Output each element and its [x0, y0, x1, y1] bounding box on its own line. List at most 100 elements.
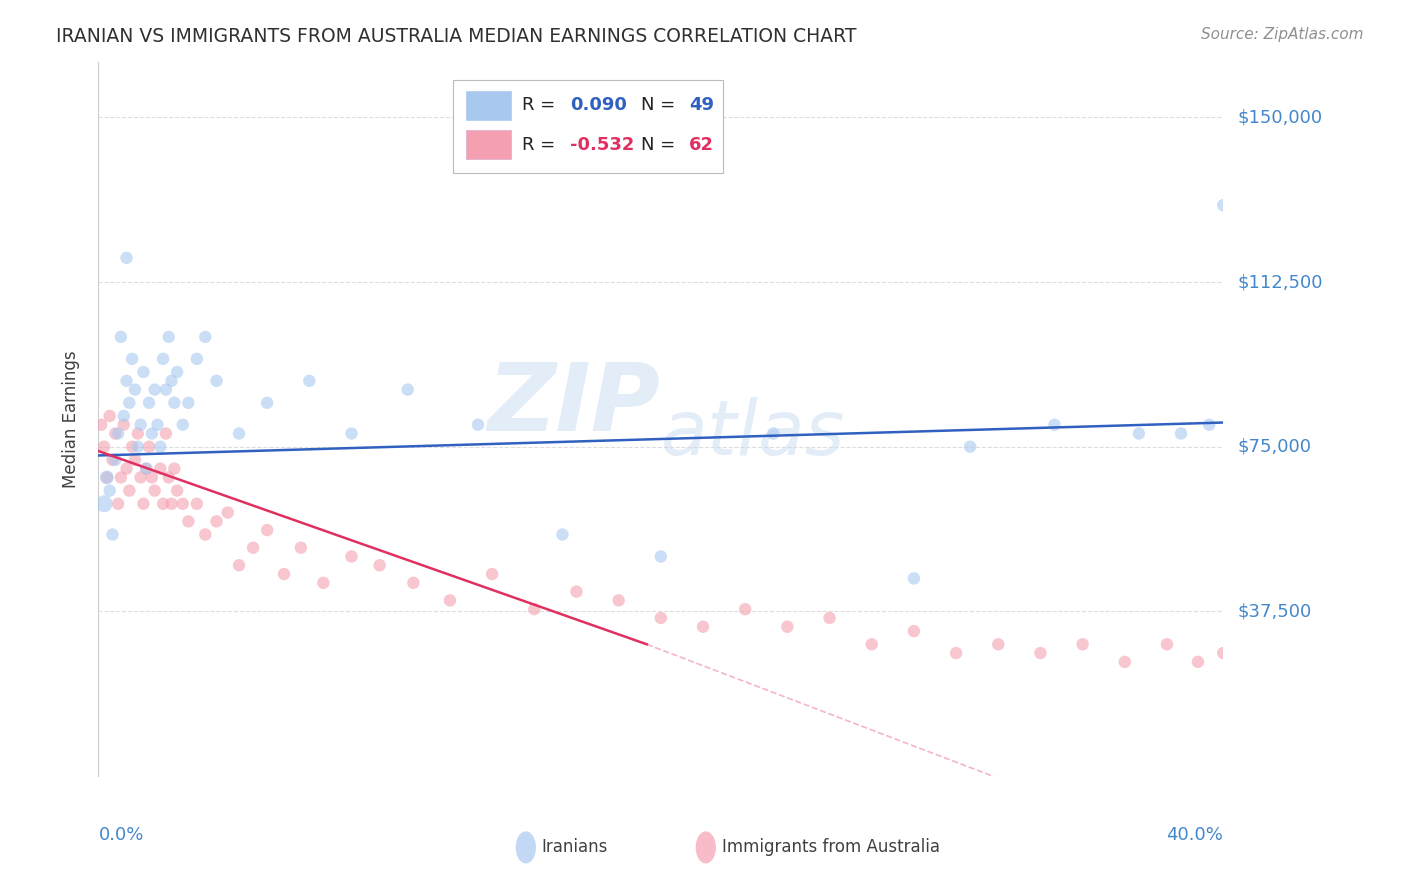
Point: [96, 470, 118, 484]
Point: [152, 497, 174, 511]
Point: [242, 541, 264, 555]
Point: [650, 611, 672, 625]
Point: [98, 483, 121, 498]
Point: [1187, 655, 1209, 669]
Point: [132, 497, 155, 511]
Point: [368, 558, 391, 573]
Point: [96, 470, 118, 484]
Text: 49: 49: [689, 96, 714, 114]
Text: 0.090: 0.090: [569, 96, 627, 114]
Y-axis label: Median Earnings: Median Earnings: [62, 351, 80, 488]
Point: [138, 396, 160, 410]
Point: [172, 417, 194, 432]
Point: [163, 396, 186, 410]
Point: [115, 461, 138, 475]
Text: 62: 62: [689, 136, 714, 153]
Point: [551, 527, 574, 541]
Point: [143, 383, 166, 397]
Point: [1212, 646, 1234, 660]
Text: -0.532: -0.532: [569, 136, 634, 153]
Point: [1212, 198, 1234, 212]
Point: [186, 351, 208, 366]
Point: [90, 417, 112, 432]
Point: [149, 461, 172, 475]
Point: [152, 351, 174, 366]
Text: Iranians: Iranians: [541, 838, 607, 856]
Text: N =: N =: [641, 136, 681, 153]
Point: [205, 514, 228, 528]
Point: [166, 483, 188, 498]
Text: atlas: atlas: [661, 397, 845, 470]
Point: [340, 426, 363, 441]
Point: [298, 374, 321, 388]
Point: [565, 584, 588, 599]
Point: [135, 461, 157, 475]
Point: [141, 470, 163, 484]
Point: [155, 383, 177, 397]
Point: [186, 497, 208, 511]
Text: $150,000: $150,000: [1237, 108, 1322, 127]
Point: [402, 575, 425, 590]
Point: [166, 365, 188, 379]
Point: [194, 527, 217, 541]
Point: [160, 497, 183, 511]
Point: [112, 409, 135, 423]
Point: [1170, 426, 1192, 441]
Point: [692, 620, 714, 634]
Point: [177, 514, 200, 528]
Point: [93, 497, 115, 511]
Point: [104, 453, 127, 467]
Point: [1043, 417, 1066, 432]
Point: [107, 497, 129, 511]
Text: ZIP: ZIP: [488, 359, 661, 451]
Point: [157, 470, 180, 484]
Point: [312, 575, 335, 590]
Point: [127, 440, 149, 454]
Point: [121, 351, 143, 366]
Point: [127, 426, 149, 441]
Point: [523, 602, 546, 616]
Point: [118, 396, 141, 410]
Point: [146, 417, 169, 432]
Point: [93, 440, 115, 454]
Point: [256, 523, 278, 537]
Point: [1029, 646, 1052, 660]
Point: [273, 567, 295, 582]
FancyBboxPatch shape: [453, 80, 723, 173]
FancyBboxPatch shape: [467, 130, 512, 159]
Point: [860, 637, 883, 651]
FancyBboxPatch shape: [467, 91, 512, 120]
Point: [903, 571, 925, 585]
Point: [762, 426, 785, 441]
Point: [107, 426, 129, 441]
Point: [104, 426, 127, 441]
Point: [467, 417, 489, 432]
Point: [217, 506, 239, 520]
Point: [118, 483, 141, 498]
Point: [163, 461, 186, 475]
Point: [194, 330, 217, 344]
Point: [155, 426, 177, 441]
Point: [124, 453, 146, 467]
Point: [987, 637, 1010, 651]
Point: [607, 593, 630, 607]
Text: 40.0%: 40.0%: [1167, 826, 1223, 844]
Point: [959, 440, 981, 454]
Point: [149, 440, 172, 454]
Point: [172, 497, 194, 511]
Point: [396, 383, 419, 397]
Point: [115, 374, 138, 388]
Point: [141, 426, 163, 441]
Point: [776, 620, 799, 634]
Point: [1128, 426, 1150, 441]
Point: [143, 483, 166, 498]
Point: [98, 409, 121, 423]
Point: [129, 417, 152, 432]
Point: [110, 330, 132, 344]
Text: $112,500: $112,500: [1237, 273, 1323, 291]
Text: IRANIAN VS IMMIGRANTS FROM AUSTRALIA MEDIAN EARNINGS CORRELATION CHART: IRANIAN VS IMMIGRANTS FROM AUSTRALIA MED…: [56, 27, 856, 45]
Point: [1114, 655, 1136, 669]
Point: [205, 374, 228, 388]
Text: Immigrants from Australia: Immigrants from Australia: [721, 838, 939, 856]
Point: [129, 470, 152, 484]
